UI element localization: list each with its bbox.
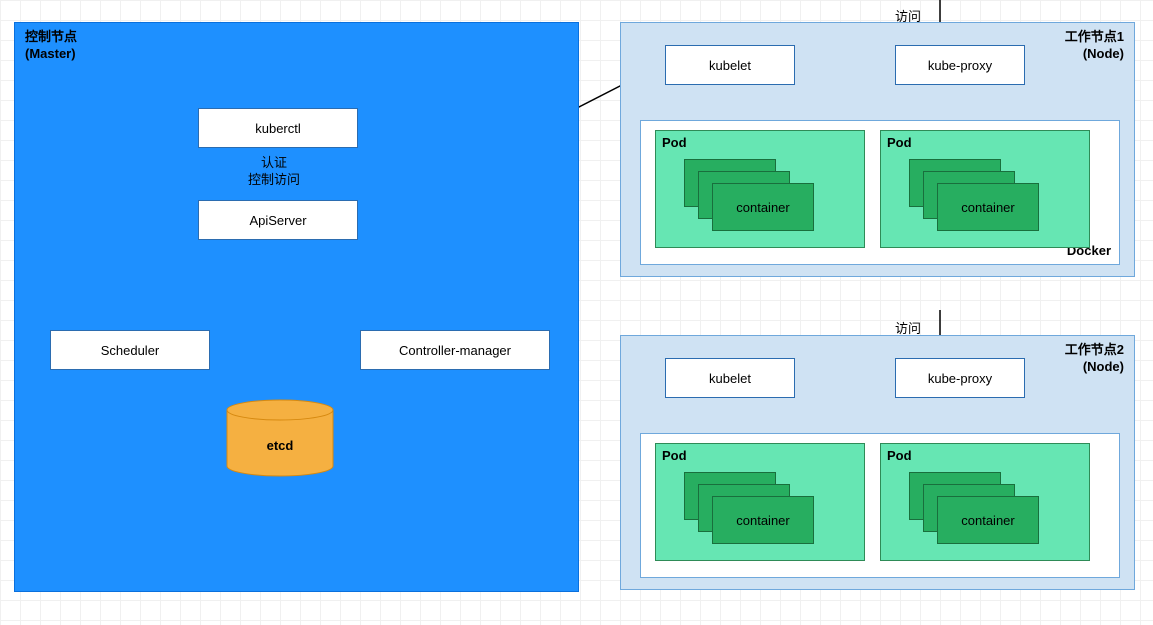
master-title-line1: 控制节点 bbox=[25, 29, 77, 44]
node2-pod-1: Pod container bbox=[655, 443, 865, 561]
etcd-label: etcd bbox=[225, 438, 335, 455]
node2-kubelet-label: kubelet bbox=[709, 371, 751, 386]
node2-title-line2: (Node) bbox=[1083, 359, 1124, 374]
node2-kubelet-box: kubelet bbox=[665, 358, 795, 398]
scheduler-label: Scheduler bbox=[101, 343, 160, 358]
scheduler-box: Scheduler bbox=[50, 330, 210, 370]
pod-label: Pod bbox=[887, 448, 912, 465]
node1-kubeproxy-label: kube-proxy bbox=[928, 58, 992, 73]
node1-kubelet-label: kubelet bbox=[709, 58, 751, 73]
node2-kubeproxy-label: kube-proxy bbox=[928, 371, 992, 386]
pod-label: Pod bbox=[887, 135, 912, 152]
etcd-cylinder: etcd bbox=[225, 398, 335, 478]
master-title-line2: (Master) bbox=[25, 46, 76, 61]
auth-line2: 控制访问 bbox=[248, 172, 300, 187]
auth-text: 认证 控制访问 bbox=[248, 155, 300, 189]
node2-kubeproxy-box: kube-proxy bbox=[895, 358, 1025, 398]
node2-pod-2: Pod container bbox=[880, 443, 1090, 561]
controller-label: Controller-manager bbox=[399, 343, 511, 358]
container-box: container bbox=[712, 496, 814, 544]
node2-title-line1: 工作节点2 bbox=[1065, 342, 1124, 357]
node1-pod-1: Pod container bbox=[655, 130, 865, 248]
controller-manager-box: Controller-manager bbox=[360, 330, 550, 370]
node1-kubeproxy-box: kube-proxy bbox=[895, 45, 1025, 85]
node1-title-line2: (Node) bbox=[1083, 46, 1124, 61]
container-box: container bbox=[937, 183, 1039, 231]
auth-line1: 认证 bbox=[261, 155, 287, 170]
apiserver-box: ApiServer bbox=[198, 200, 358, 240]
kuberctl-label: kuberctl bbox=[255, 121, 301, 136]
node1-title: 工作节点1 (Node) bbox=[1065, 29, 1124, 63]
master-title: 控制节点 (Master) bbox=[25, 29, 77, 63]
node1-kubelet-box: kubelet bbox=[665, 45, 795, 85]
pod-label: Pod bbox=[662, 448, 687, 465]
node2-title: 工作节点2 (Node) bbox=[1065, 342, 1124, 376]
kuberctl-box: kuberctl bbox=[198, 108, 358, 148]
node1-title-line1: 工作节点1 bbox=[1065, 29, 1124, 44]
apiserver-label: ApiServer bbox=[249, 213, 306, 228]
container-box: container bbox=[937, 496, 1039, 544]
container-box: container bbox=[712, 183, 814, 231]
node1-pod-2: Pod container bbox=[880, 130, 1090, 248]
pod-label: Pod bbox=[662, 135, 687, 152]
